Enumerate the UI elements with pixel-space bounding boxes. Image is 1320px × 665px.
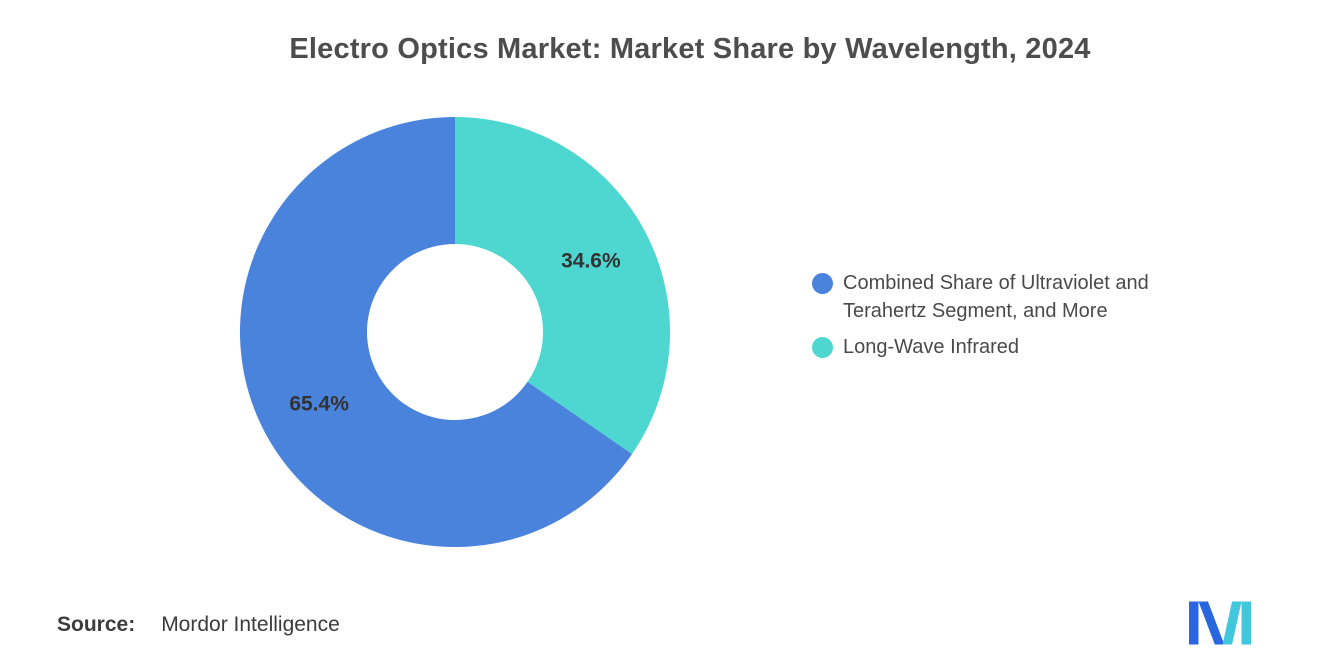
legend-swatch-icon [812, 337, 833, 358]
legend-label: Combined Share of Ultraviolet and Terahe… [843, 272, 1149, 322]
pie-slice [455, 117, 670, 454]
legend-swatch-icon [812, 273, 833, 294]
legend: Combined Share of Ultraviolet and Terahe… [812, 269, 1195, 369]
chart-title: Electro Optics Market: Market Share by W… [289, 33, 1091, 65]
legend-item: Combined Share of Ultraviolet and Terahe… [812, 269, 1195, 325]
source-label: Source: [57, 613, 136, 636]
donut-chart-svg: 34.6% 65.4% [240, 117, 670, 547]
source-line: Source: Mordor Intelligence [57, 613, 340, 637]
source-value: Mordor Intelligence [161, 613, 340, 636]
slice-percentage-label: 34.6% [561, 250, 621, 273]
donut-chart: 34.6% 65.4% [235, 112, 675, 552]
legend-label: Long-Wave Infrared [843, 336, 1020, 358]
pie-slice [240, 117, 633, 547]
slice-percentage-label: 65.4% [289, 392, 349, 415]
mordor-intelligence-logo [1189, 601, 1251, 645]
legend-item: Long-Wave Infrared [812, 333, 1195, 361]
